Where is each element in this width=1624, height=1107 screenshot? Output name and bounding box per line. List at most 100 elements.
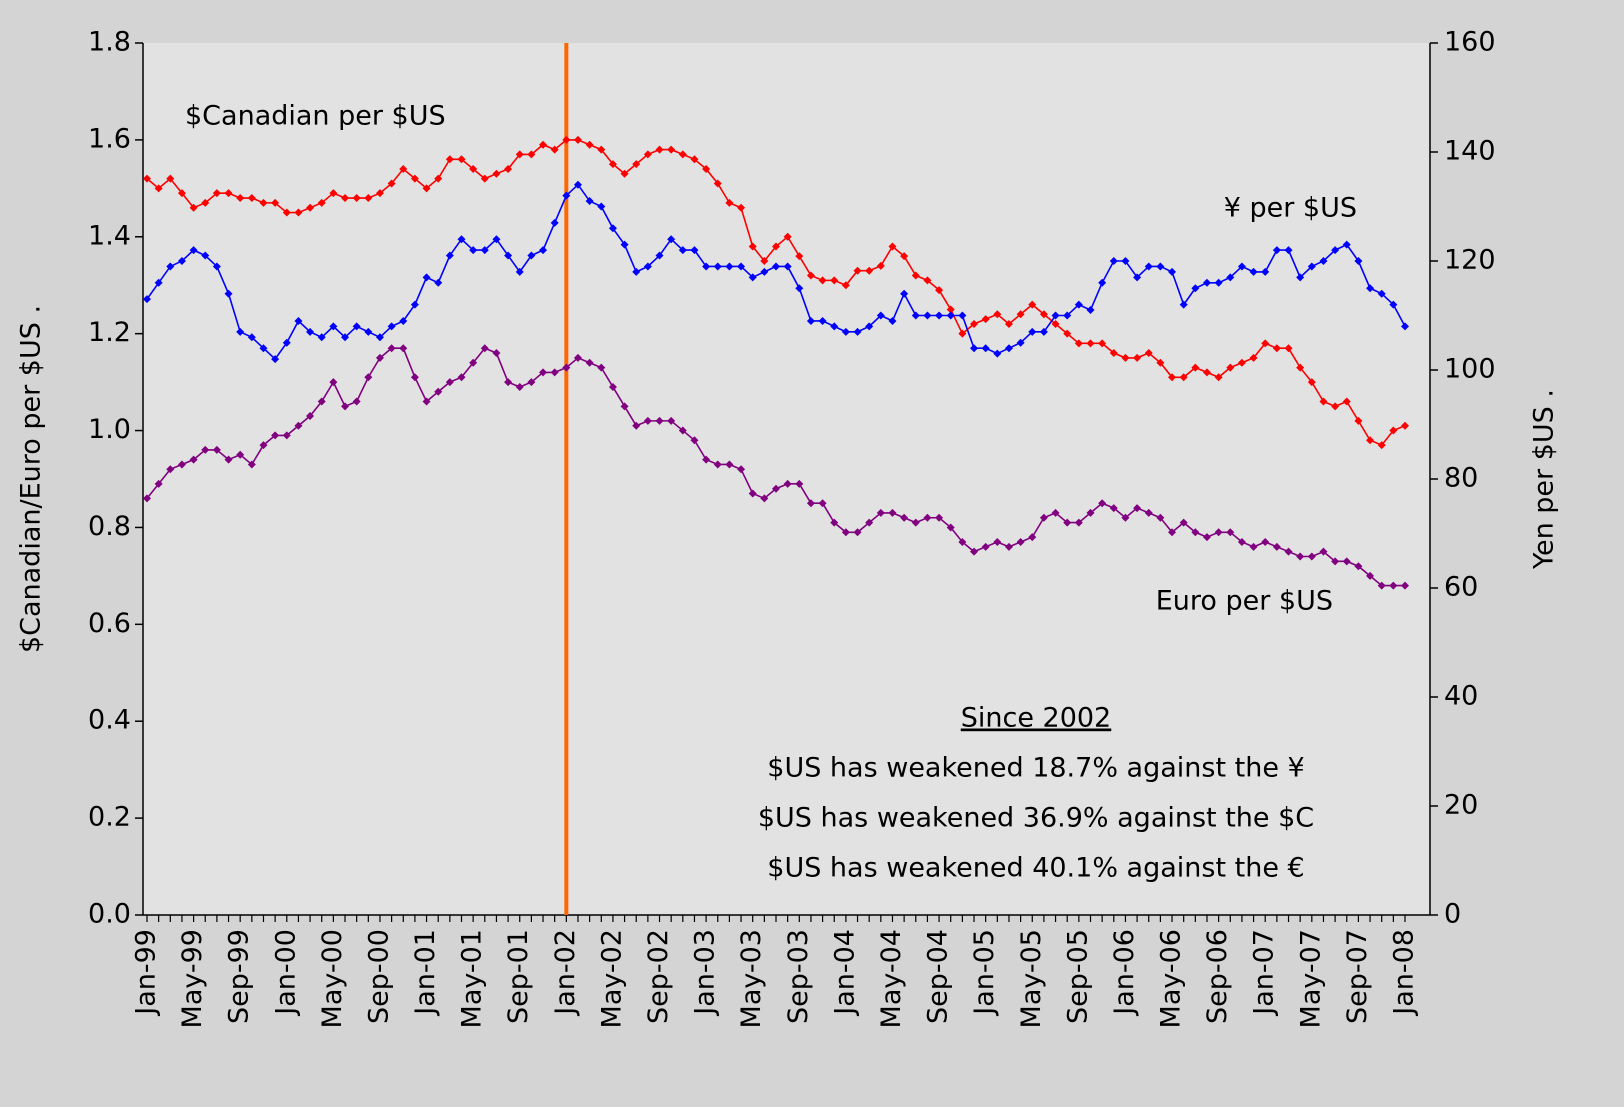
x-tick-label: Jan-06 — [1109, 929, 1140, 1017]
point-marker — [387, 322, 396, 331]
point-marker — [818, 276, 827, 285]
point-marker — [341, 333, 350, 342]
point-marker — [725, 262, 734, 271]
point-marker — [166, 174, 175, 183]
point-marker — [364, 327, 373, 336]
point-marker — [1133, 504, 1142, 513]
point-marker — [923, 513, 932, 522]
point-marker — [1168, 373, 1177, 382]
point-marker — [1237, 262, 1246, 271]
point-marker — [1296, 273, 1305, 282]
point-marker — [306, 203, 315, 212]
point-marker — [632, 421, 641, 430]
point-marker — [725, 460, 734, 469]
point-marker — [632, 160, 641, 169]
point-marker — [410, 300, 419, 309]
point-marker — [1179, 373, 1188, 382]
point-marker — [212, 189, 221, 198]
series-label: Euro per $US — [1156, 586, 1333, 617]
point-marker — [562, 135, 571, 144]
x-tick-label: Jan-02 — [550, 929, 581, 1017]
point-marker — [166, 465, 175, 474]
point-marker — [1377, 441, 1386, 450]
point-marker — [1144, 349, 1153, 358]
y-tick-label: 0.8 — [88, 511, 131, 542]
x-tick-label: Sep-01 — [503, 929, 534, 1024]
point-marker — [143, 295, 151, 304]
point-marker — [201, 198, 210, 207]
point-marker — [1389, 581, 1398, 590]
point-marker — [457, 235, 466, 244]
point-marker — [1342, 557, 1351, 566]
x-tick-label: Sep-07 — [1342, 929, 1373, 1024]
point-marker — [1191, 528, 1200, 537]
point-marker — [1191, 284, 1200, 293]
point-marker — [678, 426, 687, 435]
point-marker — [282, 338, 291, 347]
point-marker — [1377, 289, 1386, 298]
point-marker — [1051, 311, 1060, 320]
point-marker — [585, 140, 594, 149]
x-tick-label: Jan-04 — [829, 929, 860, 1017]
point-marker — [1051, 508, 1060, 517]
point-marker — [1226, 273, 1235, 282]
y2-tick-label: 60 — [1444, 572, 1478, 603]
point-marker — [853, 266, 862, 275]
point-marker — [737, 465, 746, 474]
point-marker — [247, 194, 256, 203]
point-marker — [795, 479, 804, 488]
point-marker — [1109, 257, 1118, 265]
point-marker — [760, 267, 769, 276]
point-marker — [1028, 300, 1037, 309]
point-marker — [713, 179, 722, 188]
y2-tick-label: 140 — [1444, 136, 1496, 167]
y-tick-label: 0.0 — [88, 899, 131, 930]
x-tick-label: Sep-04 — [923, 929, 954, 1024]
point-marker — [1284, 246, 1293, 255]
point-marker — [1272, 246, 1281, 255]
point-marker — [923, 311, 932, 320]
point-marker — [317, 333, 326, 342]
point-marker — [795, 252, 804, 261]
point-marker — [1133, 273, 1142, 282]
point-marker — [1319, 257, 1328, 265]
point-marker — [154, 479, 163, 488]
point-marker — [876, 508, 885, 517]
x-tick-label: May-03 — [736, 929, 767, 1028]
point-marker — [597, 202, 606, 211]
point-marker — [294, 208, 303, 217]
point-marker — [1202, 278, 1211, 287]
point-marker — [1202, 368, 1211, 377]
point-marker — [1016, 338, 1025, 347]
point-marker — [1377, 581, 1386, 590]
x-tick-label: May-07 — [1295, 929, 1326, 1028]
point-marker — [830, 276, 839, 285]
point-marker — [935, 286, 944, 295]
point-marker — [1401, 421, 1409, 430]
point-marker — [806, 499, 815, 508]
x-tick-label: Jan-07 — [1249, 929, 1280, 1017]
point-marker — [1086, 339, 1095, 348]
x-tick-label: Sep-02 — [643, 929, 674, 1024]
point-marker — [690, 246, 699, 255]
point-marker — [434, 278, 443, 287]
point-marker — [911, 518, 920, 527]
point-marker — [981, 542, 990, 551]
point-marker — [818, 316, 827, 325]
point-marker — [1063, 329, 1072, 338]
point-marker — [1039, 327, 1048, 336]
point-marker — [1039, 513, 1048, 522]
point-marker — [1354, 562, 1363, 571]
x-tick-label: Jan-05 — [969, 929, 1000, 1017]
point-marker — [585, 358, 594, 367]
x-tick-label: May-04 — [876, 929, 907, 1028]
point-marker — [1319, 397, 1328, 406]
point-marker — [1086, 306, 1095, 315]
point-marker — [667, 416, 676, 425]
y-tick-label: 1.4 — [88, 220, 131, 251]
point-marker — [713, 460, 722, 469]
point-marker — [410, 174, 419, 183]
y-tick-label: 1.0 — [88, 414, 131, 445]
point-marker — [970, 344, 979, 353]
y-tick-label: 1.8 — [88, 27, 131, 58]
